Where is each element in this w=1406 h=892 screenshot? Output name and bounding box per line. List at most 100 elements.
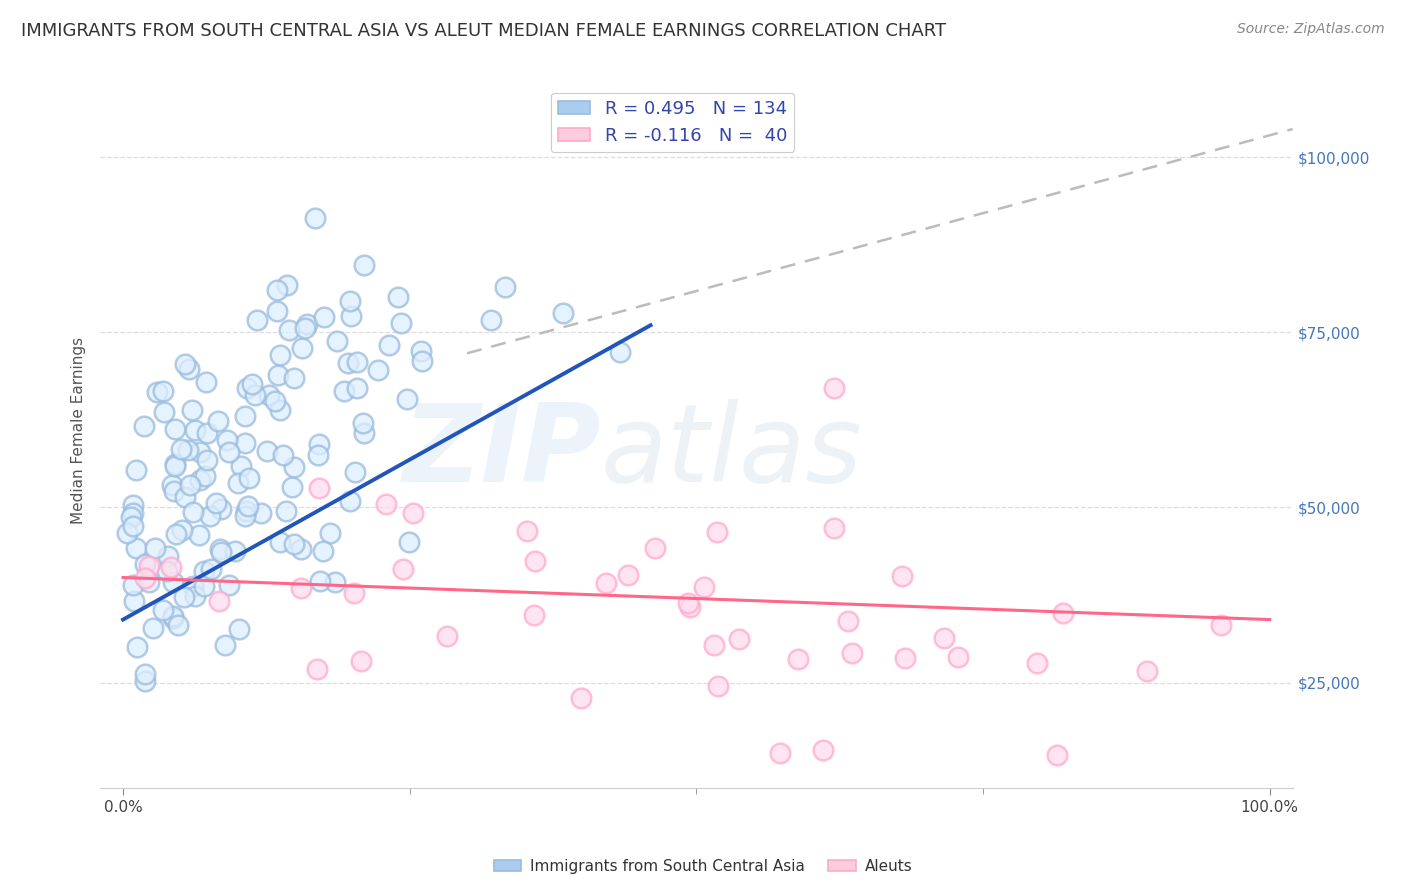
- Point: [706, 525, 728, 540]
- Point: [233, 509, 256, 524]
- Point: [392, 562, 415, 576]
- Point: [307, 448, 329, 462]
- Point: [276, 278, 298, 293]
- Point: [269, 534, 291, 549]
- Point: [308, 574, 330, 589]
- Point: [181, 579, 204, 593]
- Point: [159, 560, 181, 574]
- Point: [193, 564, 215, 578]
- Point: [120, 509, 142, 524]
- Point: [174, 490, 197, 504]
- Point: [240, 376, 263, 391]
- Point: [122, 506, 145, 520]
- Point: [516, 524, 538, 538]
- Point: [209, 502, 232, 516]
- Point: [214, 638, 236, 652]
- Point: [308, 437, 330, 451]
- Point: [707, 679, 730, 693]
- Point: [207, 414, 229, 428]
- Point: [266, 283, 288, 297]
- Point: [209, 545, 232, 559]
- Point: [134, 673, 156, 688]
- Point: [256, 443, 278, 458]
- Text: atlas: atlas: [600, 400, 863, 504]
- Point: [375, 497, 398, 511]
- Point: [294, 321, 316, 335]
- Point: [479, 313, 502, 327]
- Point: [894, 651, 917, 665]
- Point: [494, 279, 516, 293]
- Point: [162, 610, 184, 624]
- Point: [132, 419, 155, 434]
- Point: [409, 343, 432, 358]
- Point: [163, 422, 186, 436]
- Point: [389, 316, 412, 330]
- Point: [319, 526, 342, 541]
- Point: [411, 354, 433, 368]
- Point: [676, 596, 699, 610]
- Point: [1052, 606, 1074, 620]
- Point: [233, 409, 256, 423]
- Point: [138, 575, 160, 590]
- Point: [291, 341, 314, 355]
- Point: [224, 543, 246, 558]
- Point: [127, 640, 149, 655]
- Point: [226, 476, 249, 491]
- Point: [152, 602, 174, 616]
- Point: [823, 521, 845, 535]
- Point: [823, 381, 845, 395]
- Point: [551, 306, 574, 320]
- Point: [229, 458, 252, 473]
- Point: [616, 567, 638, 582]
- Point: [297, 318, 319, 332]
- Point: [1046, 748, 1069, 763]
- Point: [208, 594, 231, 608]
- Point: [274, 504, 297, 518]
- Legend: Immigrants from South Central Asia, Aleuts: Immigrants from South Central Asia, Aleu…: [488, 853, 918, 880]
- Point: [398, 535, 420, 549]
- Point: [367, 363, 389, 377]
- Point: [235, 504, 257, 518]
- Point: [246, 313, 269, 327]
- Point: [205, 496, 228, 510]
- Point: [336, 355, 359, 369]
- Point: [194, 469, 217, 483]
- Point: [349, 654, 371, 668]
- Point: [162, 609, 184, 624]
- Point: [163, 484, 186, 499]
- Point: [233, 435, 256, 450]
- Point: [174, 357, 197, 371]
- Point: [121, 519, 143, 533]
- Point: [1211, 618, 1233, 632]
- Point: [1136, 664, 1159, 678]
- Point: [693, 580, 716, 594]
- Point: [266, 303, 288, 318]
- Point: [238, 471, 260, 485]
- Point: [143, 541, 166, 556]
- Point: [245, 388, 267, 402]
- Point: [238, 500, 260, 514]
- Point: [311, 544, 333, 558]
- Point: [188, 527, 211, 541]
- Point: [325, 334, 347, 349]
- Point: [269, 348, 291, 362]
- Point: [837, 614, 859, 628]
- Point: [163, 457, 186, 471]
- Point: [218, 578, 240, 592]
- Point: [169, 442, 191, 456]
- Point: [934, 631, 956, 645]
- Point: [170, 523, 193, 537]
- Point: [122, 498, 145, 512]
- Point: [269, 403, 291, 417]
- Point: [769, 746, 792, 760]
- Text: ZIP: ZIP: [402, 399, 600, 505]
- Point: [339, 294, 361, 309]
- Point: [195, 453, 218, 467]
- Point: [122, 577, 145, 591]
- Point: [156, 564, 179, 578]
- Point: [346, 355, 368, 369]
- Point: [946, 650, 969, 665]
- Point: [343, 586, 366, 600]
- Point: [702, 638, 724, 652]
- Point: [283, 371, 305, 385]
